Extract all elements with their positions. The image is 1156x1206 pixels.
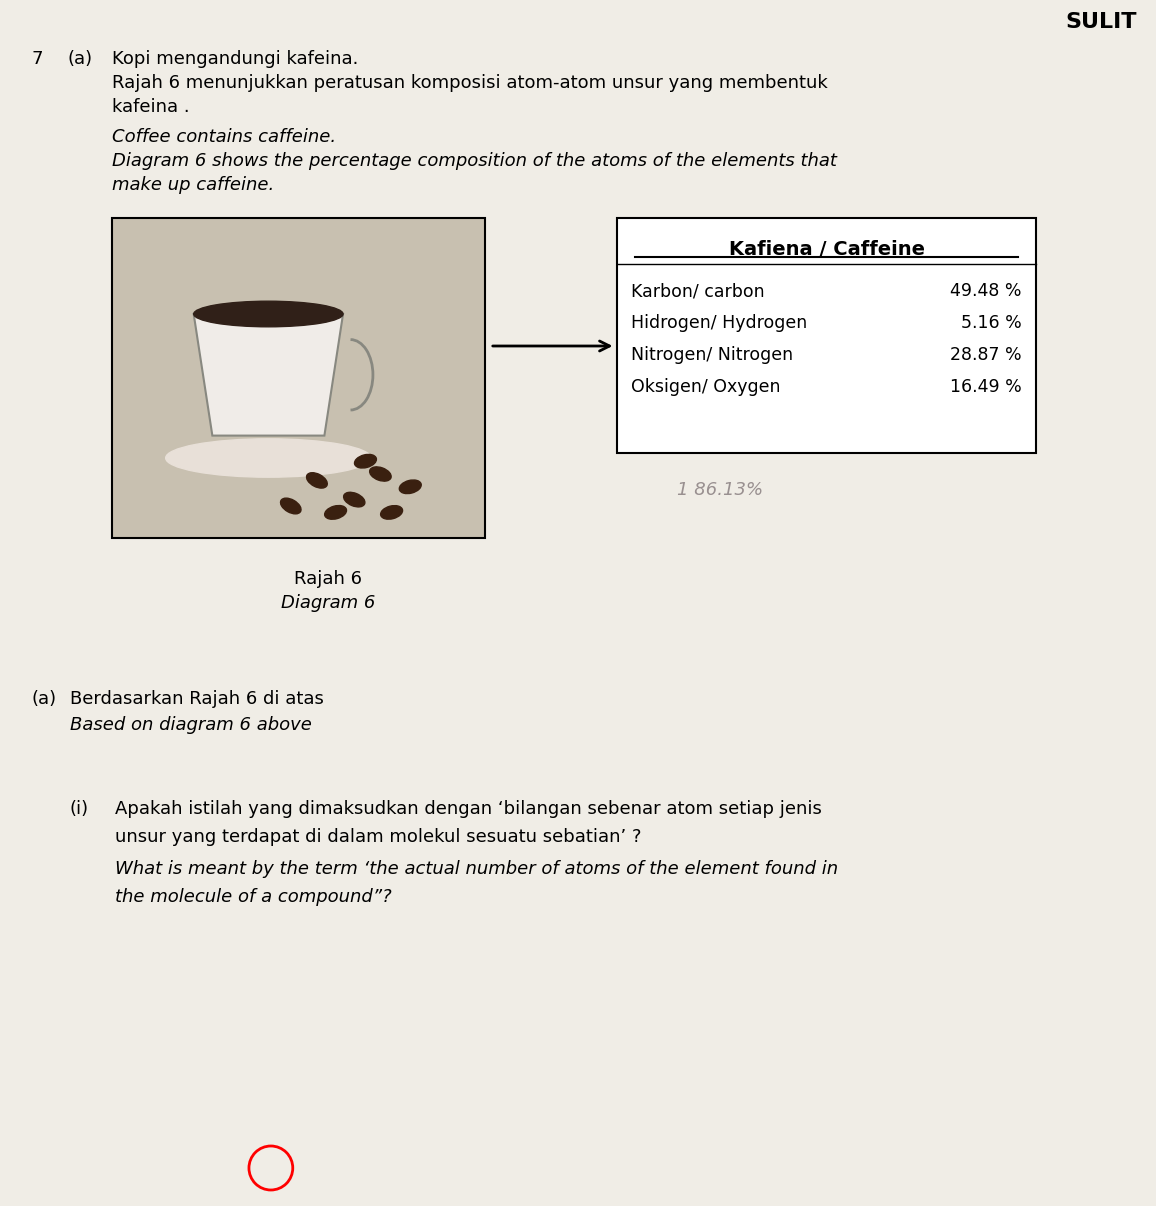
Ellipse shape bbox=[194, 302, 343, 327]
Text: Rajah 6 menunjukkan peratusan komposisi atom-atom unsur yang membentuk: Rajah 6 menunjukkan peratusan komposisi … bbox=[111, 74, 828, 92]
Text: (a): (a) bbox=[32, 690, 57, 708]
Text: unsur yang terdapat di dalam molekul sesuatu sebatian’ ?: unsur yang terdapat di dalam molekul ses… bbox=[114, 829, 642, 845]
Ellipse shape bbox=[280, 498, 302, 514]
Text: Apakah istilah yang dimaksudkan dengan ‘bilangan sebenar atom setiap jenis: Apakah istilah yang dimaksudkan dengan ‘… bbox=[114, 800, 822, 818]
Text: Rajah 6: Rajah 6 bbox=[294, 570, 362, 589]
Text: Diagram 6: Diagram 6 bbox=[281, 595, 376, 611]
Text: 28.87 %: 28.87 % bbox=[950, 346, 1022, 364]
Text: 16.49 %: 16.49 % bbox=[950, 377, 1022, 396]
Ellipse shape bbox=[306, 474, 328, 487]
Ellipse shape bbox=[399, 480, 422, 493]
Bar bbox=[617, 218, 1036, 453]
Text: SULIT: SULIT bbox=[1066, 12, 1138, 33]
Text: Hidrogen/ Hydrogen: Hidrogen/ Hydrogen bbox=[631, 314, 808, 332]
Ellipse shape bbox=[343, 493, 365, 507]
Text: Berdasarkan Rajah 6 di atas: Berdasarkan Rajah 6 di atas bbox=[69, 690, 324, 708]
Ellipse shape bbox=[370, 467, 391, 481]
Text: Nitrogen/ Nitrogen: Nitrogen/ Nitrogen bbox=[631, 346, 793, 364]
Text: Karbon/ carbon: Karbon/ carbon bbox=[631, 282, 765, 300]
Text: Coffee contains caffeine.: Coffee contains caffeine. bbox=[111, 128, 335, 146]
Ellipse shape bbox=[354, 455, 377, 468]
Text: 1 86.13%: 1 86.13% bbox=[677, 481, 763, 499]
Text: Kafiena / Caffeine: Kafiena / Caffeine bbox=[728, 240, 925, 259]
Text: the molecule of a compound”?: the molecule of a compound”? bbox=[114, 888, 391, 906]
Text: What is meant by the term ‘the actual number of atoms of the element found in: What is meant by the term ‘the actual nu… bbox=[114, 860, 838, 878]
Ellipse shape bbox=[380, 505, 402, 520]
Text: Kopi mengandungi kafeina.: Kopi mengandungi kafeina. bbox=[111, 49, 358, 68]
Text: kafeina .: kafeina . bbox=[111, 98, 190, 116]
Ellipse shape bbox=[325, 504, 346, 520]
Text: 5.16 %: 5.16 % bbox=[961, 314, 1022, 332]
Text: (a): (a) bbox=[68, 49, 92, 68]
Text: 7: 7 bbox=[32, 49, 44, 68]
Text: Based on diagram 6 above: Based on diagram 6 above bbox=[69, 716, 312, 734]
Text: Oksigen/ Oxygen: Oksigen/ Oxygen bbox=[631, 377, 780, 396]
Polygon shape bbox=[194, 314, 343, 435]
Text: make up caffeine.: make up caffeine. bbox=[111, 176, 274, 194]
Bar bbox=[111, 218, 486, 538]
Text: Diagram 6 shows the percentage composition of the atoms of the elements that: Diagram 6 shows the percentage compositi… bbox=[111, 152, 837, 170]
Ellipse shape bbox=[165, 439, 371, 478]
Text: (i): (i) bbox=[69, 800, 89, 818]
Text: 49.48 %: 49.48 % bbox=[950, 282, 1022, 300]
